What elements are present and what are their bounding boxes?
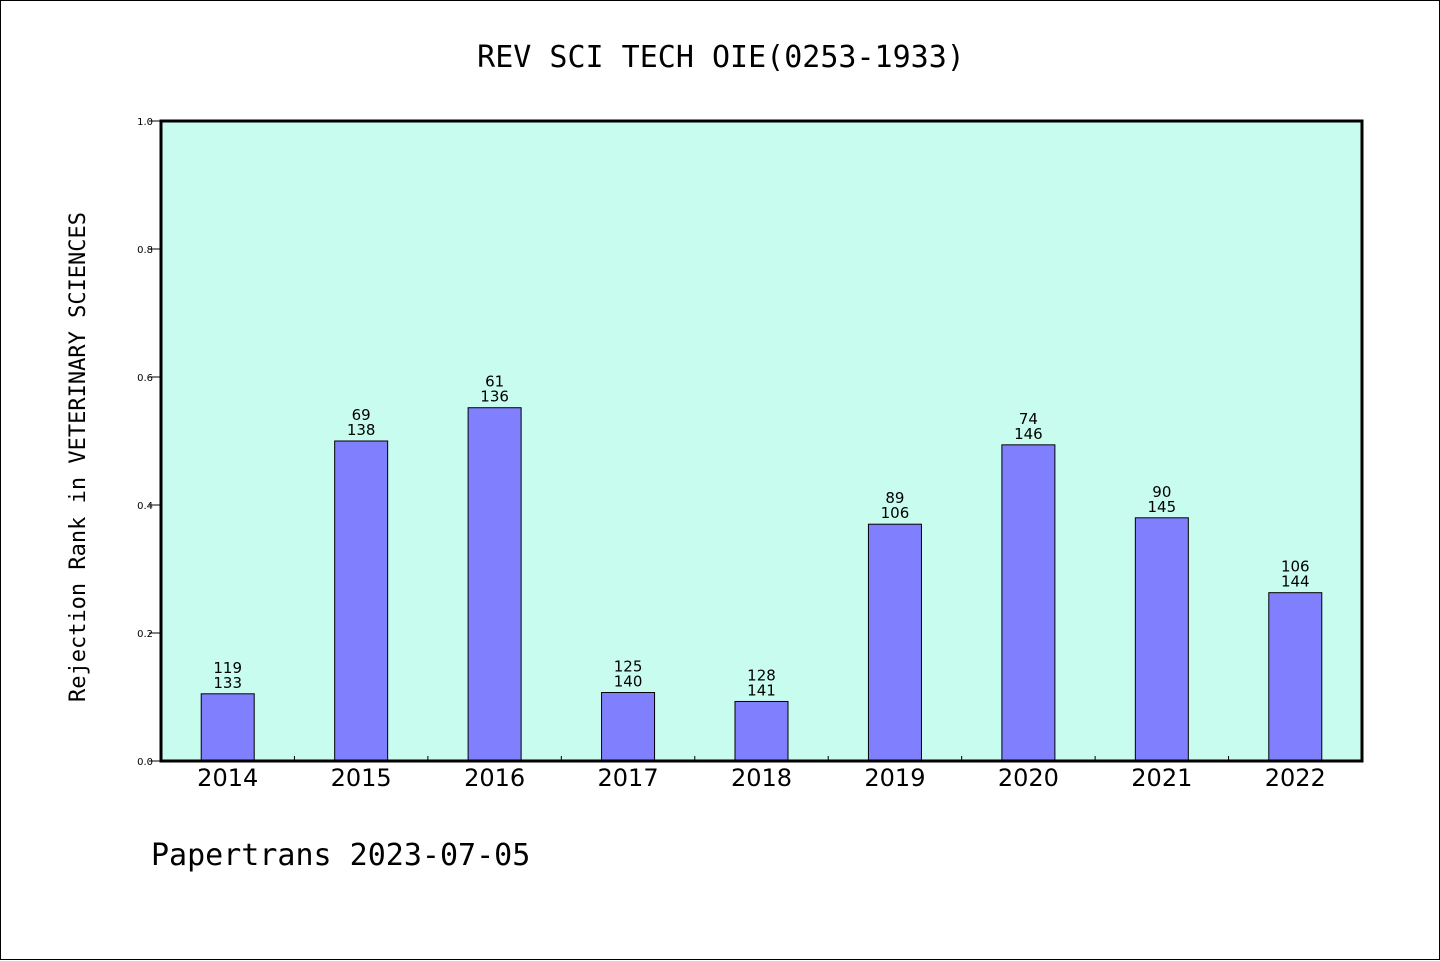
data-label-top: 128: [747, 666, 776, 684]
y-axis-ticks: 0.0 0.2 0.4 0.6 0.8 1.0: [137, 117, 161, 768]
bars: [200, 407, 1323, 762]
chart-title: REV SCI TECH OIE(0253-1933): [477, 40, 965, 75]
bar-2022: [1268, 592, 1323, 762]
data-label-top: 125: [614, 658, 643, 676]
x-tick-label: 2021: [1131, 764, 1192, 792]
bar-2015: [334, 440, 389, 762]
x-tick-label: 2018: [731, 764, 792, 792]
data-label-top: 90: [1152, 483, 1171, 501]
data-label-top: 89: [885, 489, 904, 507]
x-tick-label: 2019: [864, 764, 925, 792]
data-label-top: 74: [1019, 410, 1038, 428]
y-tick-label: 0.2: [137, 629, 153, 640]
x-tick-label: 2017: [598, 764, 659, 792]
y-tick-label: 1.0: [137, 117, 153, 128]
footer-watermark: Papertrans 2023-07-05: [151, 838, 530, 873]
bar-2021: [1134, 517, 1189, 762]
bar-2020: [1001, 444, 1056, 762]
data-label-top: 69: [352, 406, 371, 424]
x-tick-label: 2022: [1265, 764, 1326, 792]
data-label-bottom: 136: [480, 388, 509, 406]
bar-2018: [734, 700, 789, 762]
data-label-bottom: 138: [347, 421, 376, 439]
y-tick-label: 0.0: [137, 757, 153, 768]
data-label-top: 106: [1281, 558, 1310, 576]
bar-2017: [601, 692, 656, 762]
x-axis-ticks: 2014 2015 2016 2017 2018 2019 2020 2021 2022: [197, 756, 1326, 792]
x-tick-label: 2020: [998, 764, 1059, 792]
plot-border: [159, 119, 1364, 763]
data-label-top: 61: [485, 373, 504, 391]
x-tick-label: 2014: [197, 764, 258, 792]
bar-2016: [467, 407, 522, 762]
data-label-bottom: 106: [881, 504, 910, 522]
bar-2019: [867, 523, 922, 762]
data-label-bottom: 141: [747, 681, 776, 699]
data-label-bottom: 145: [1148, 498, 1177, 516]
y-tick-label: 0.6: [137, 373, 153, 384]
data-label-bottom: 144: [1281, 573, 1310, 591]
data-label-top: 119: [213, 659, 242, 677]
data-label-bottom: 133: [213, 674, 242, 692]
data-label-bottom: 146: [1014, 425, 1043, 443]
y-tick-label: 0.8: [137, 245, 153, 256]
x-tick-label: 2015: [331, 764, 392, 792]
bar-2014: [200, 693, 255, 762]
y-tick-label: 0.4: [137, 501, 153, 512]
x-tick-label: 2016: [464, 764, 525, 792]
data-label-bottom: 140: [614, 673, 643, 691]
y-axis-label: Rejection Rank in VETERINARY SCIENCES: [66, 212, 91, 702]
